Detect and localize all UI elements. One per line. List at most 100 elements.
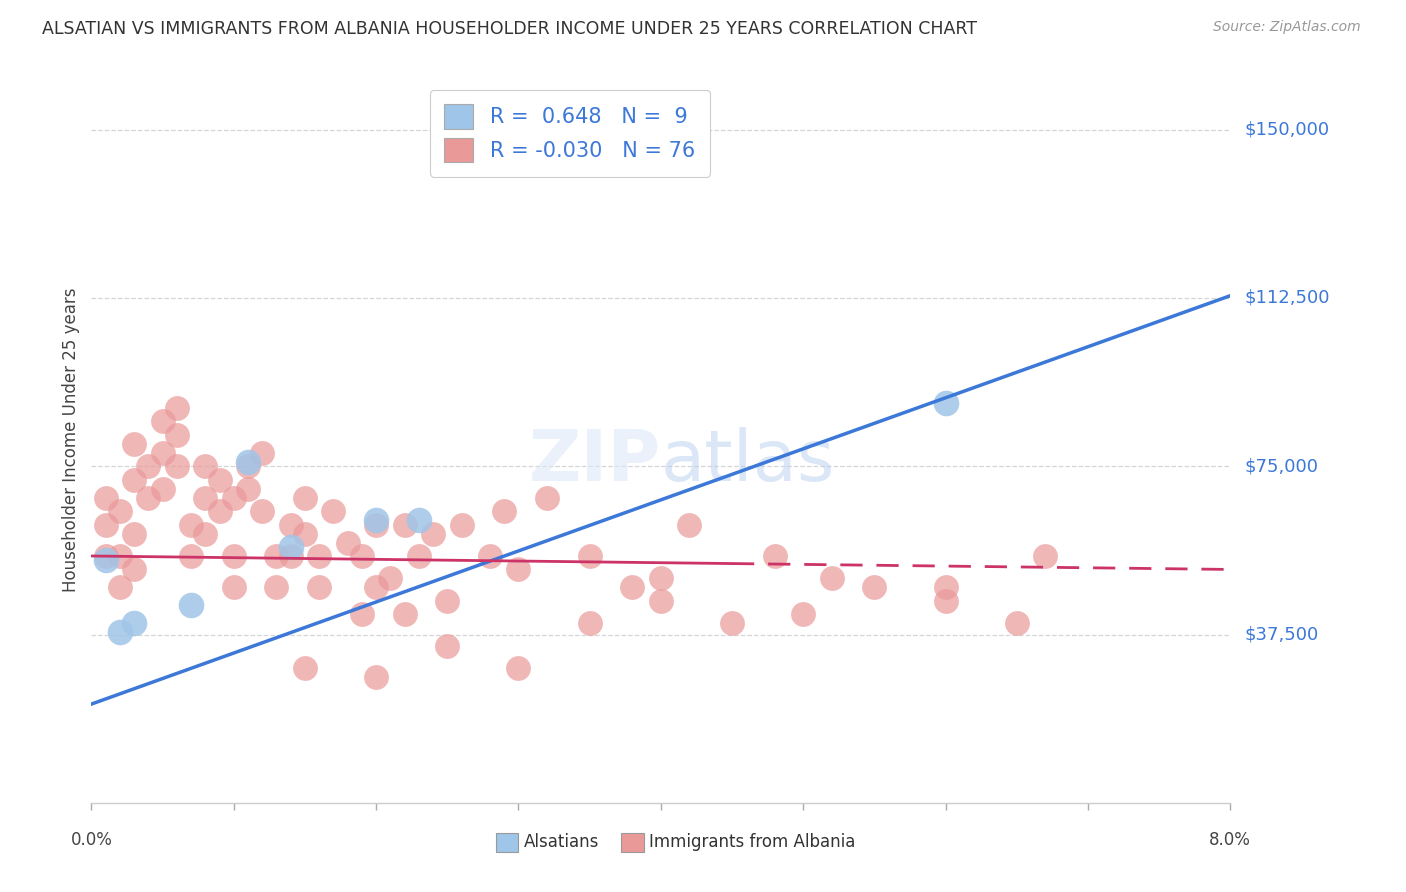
Point bbox=[436, 594, 458, 608]
Text: ALSATIAN VS IMMIGRANTS FROM ALBANIA HOUSEHOLDER INCOME UNDER 25 YEARS CORRELATIO: ALSATIAN VS IMMIGRANTS FROM ALBANIA HOUS… bbox=[42, 20, 977, 37]
Point bbox=[266, 581, 288, 595]
Point bbox=[180, 599, 202, 613]
Point bbox=[820, 571, 842, 585]
Point bbox=[166, 459, 188, 474]
Point bbox=[792, 607, 814, 622]
Point bbox=[863, 581, 886, 595]
Point bbox=[478, 549, 501, 563]
Point bbox=[408, 513, 430, 527]
Point bbox=[122, 562, 145, 576]
Point bbox=[94, 491, 117, 505]
Point bbox=[308, 549, 330, 563]
Point bbox=[108, 504, 131, 518]
Point bbox=[122, 473, 145, 487]
Point bbox=[934, 396, 956, 410]
Point bbox=[322, 504, 344, 518]
Point bbox=[166, 401, 188, 415]
Point bbox=[94, 553, 117, 567]
Point bbox=[194, 491, 217, 505]
Point bbox=[1033, 549, 1056, 563]
FancyBboxPatch shape bbox=[621, 832, 644, 852]
Point bbox=[621, 581, 644, 595]
Point bbox=[180, 517, 202, 532]
Point bbox=[364, 513, 387, 527]
Text: $75,000: $75,000 bbox=[1244, 458, 1319, 475]
Text: $112,500: $112,500 bbox=[1244, 289, 1330, 307]
Point bbox=[108, 581, 131, 595]
Point bbox=[208, 473, 231, 487]
Point bbox=[350, 607, 373, 622]
Point bbox=[280, 549, 302, 563]
Point bbox=[650, 571, 672, 585]
Point bbox=[364, 517, 387, 532]
Point bbox=[364, 581, 387, 595]
Point bbox=[578, 616, 600, 631]
Point bbox=[166, 427, 188, 442]
Point bbox=[266, 549, 288, 563]
Point bbox=[408, 549, 430, 563]
Point bbox=[236, 455, 259, 469]
Point bbox=[934, 581, 956, 595]
Point bbox=[222, 491, 245, 505]
Point bbox=[122, 526, 145, 541]
Text: 0.0%: 0.0% bbox=[70, 830, 112, 848]
Point bbox=[138, 491, 160, 505]
Point bbox=[436, 639, 458, 653]
Text: ZIP: ZIP bbox=[529, 426, 661, 496]
Point bbox=[536, 491, 558, 505]
Point bbox=[94, 549, 117, 563]
Point bbox=[236, 459, 259, 474]
Point bbox=[108, 549, 131, 563]
Point bbox=[294, 526, 316, 541]
Legend: R =  0.648   N =  9, R = -0.030   N = 76: R = 0.648 N = 9, R = -0.030 N = 76 bbox=[430, 90, 710, 177]
Text: atlas: atlas bbox=[661, 426, 835, 496]
Point bbox=[336, 535, 359, 549]
Point bbox=[721, 616, 744, 631]
Point bbox=[122, 437, 145, 451]
Point bbox=[578, 549, 600, 563]
Text: Source: ZipAtlas.com: Source: ZipAtlas.com bbox=[1213, 20, 1361, 34]
Point bbox=[222, 549, 245, 563]
Text: Immigrants from Albania: Immigrants from Albania bbox=[650, 833, 856, 851]
Point bbox=[1005, 616, 1028, 631]
Point bbox=[394, 517, 416, 532]
Point bbox=[94, 517, 117, 532]
Point bbox=[250, 446, 273, 460]
Y-axis label: Householder Income Under 25 years: Householder Income Under 25 years bbox=[62, 287, 80, 591]
Point bbox=[280, 540, 302, 554]
Text: $37,500: $37,500 bbox=[1244, 625, 1319, 643]
Text: $150,000: $150,000 bbox=[1244, 120, 1329, 138]
Point bbox=[422, 526, 444, 541]
Point bbox=[294, 661, 316, 675]
Point bbox=[194, 526, 217, 541]
Point bbox=[108, 625, 131, 640]
Point bbox=[308, 581, 330, 595]
Point bbox=[138, 459, 160, 474]
Point bbox=[763, 549, 786, 563]
Text: 8.0%: 8.0% bbox=[1209, 830, 1251, 848]
Point bbox=[494, 504, 516, 518]
Point bbox=[350, 549, 373, 563]
Point bbox=[250, 504, 273, 518]
Point bbox=[364, 670, 387, 684]
Point bbox=[236, 482, 259, 496]
Point bbox=[380, 571, 402, 585]
Text: Alsatians: Alsatians bbox=[524, 833, 599, 851]
Point bbox=[394, 607, 416, 622]
Point bbox=[450, 517, 472, 532]
FancyBboxPatch shape bbox=[496, 832, 519, 852]
Point bbox=[194, 459, 217, 474]
Point bbox=[222, 581, 245, 595]
Point bbox=[152, 482, 174, 496]
Point bbox=[122, 616, 145, 631]
Point bbox=[934, 594, 956, 608]
Point bbox=[508, 661, 530, 675]
Point bbox=[294, 491, 316, 505]
Point bbox=[508, 562, 530, 576]
Point bbox=[152, 446, 174, 460]
Point bbox=[678, 517, 700, 532]
Point bbox=[208, 504, 231, 518]
Point bbox=[180, 549, 202, 563]
Point bbox=[280, 517, 302, 532]
Point bbox=[650, 594, 672, 608]
